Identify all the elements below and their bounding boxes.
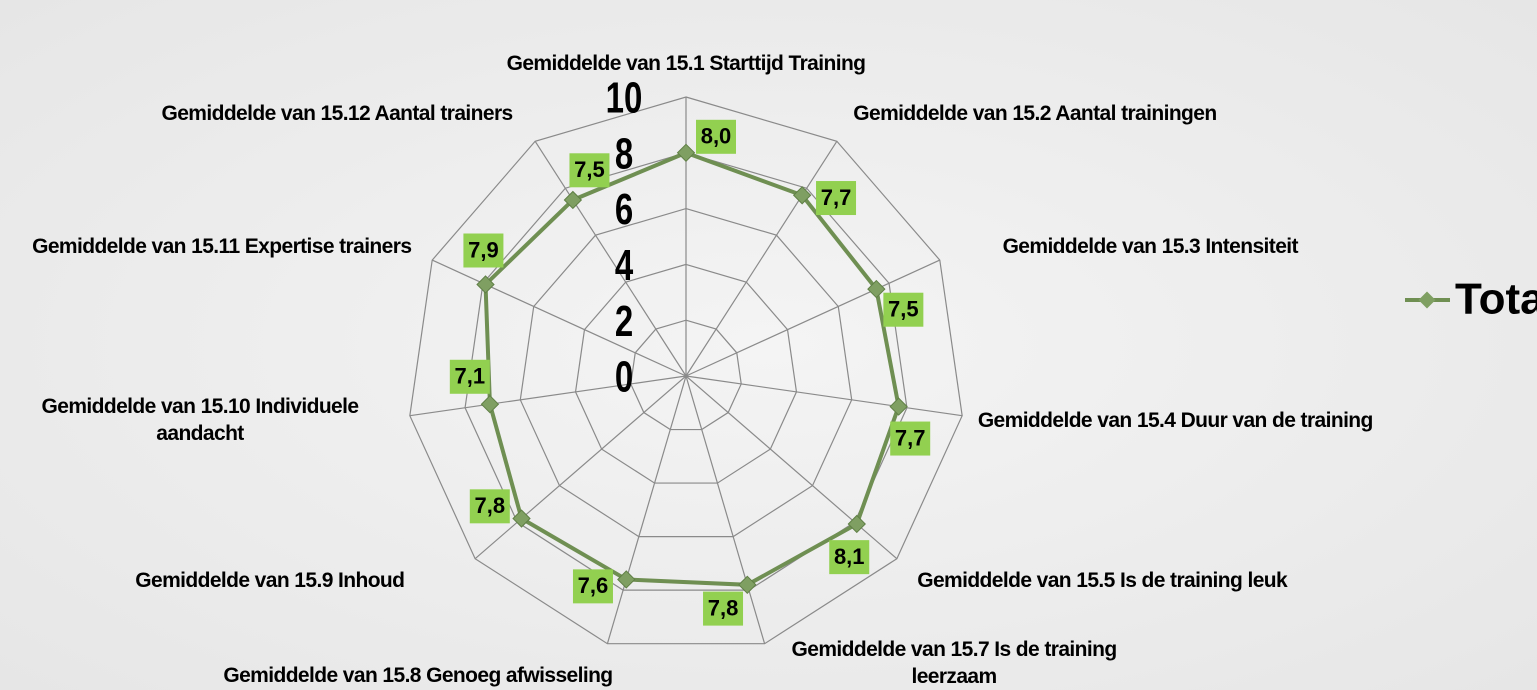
category-label: Gemiddelde van 15.2 Aantal trainingen: [853, 101, 1217, 125]
spoke: [685, 375, 963, 417]
category-label: Gemiddelde van 15.9 Inhoud: [135, 569, 405, 593]
y-tick-label: 6: [615, 186, 633, 235]
legend-label: Totaal: [1455, 275, 1537, 324]
value-label-box: [469, 489, 510, 524]
value-label: 7,7: [895, 425, 926, 450]
y-tick-label: 4: [615, 242, 634, 291]
category-label: Gemiddelde van 15.7 Is de training leerz…: [791, 638, 1118, 688]
marker: [563, 190, 583, 210]
y-tick-label: 0: [615, 353, 633, 402]
marker: [867, 279, 886, 299]
spoke: [685, 140, 838, 377]
series-line: [483, 150, 901, 587]
value-label-box: [569, 153, 610, 188]
value-label: 7,6: [578, 573, 609, 598]
legend-marker: [1418, 291, 1436, 309]
grid-line: [519, 207, 853, 538]
marker: [889, 397, 908, 416]
value-label-box: [703, 591, 744, 626]
marker: [792, 186, 812, 205]
category-label: Gemiddelde van 15.3 Intensiteit: [1002, 234, 1299, 258]
marker: [476, 275, 495, 294]
category-label: Gemiddelde van 15.4 Duur van de training: [977, 408, 1374, 432]
category-label: Gemiddelde van 15.12 Aantal trainers: [161, 101, 513, 125]
category-label: Gemiddelde van 15.10 Individuele aandach…: [41, 395, 360, 446]
value-label-box: [816, 181, 857, 216]
grid-line: [574, 263, 798, 484]
category-label: Gemiddelde van 15.8 Genoeg afwisseling: [223, 664, 613, 688]
category-label: Gemiddelde van 15.1 Starttijd Training: [506, 52, 866, 76]
marker: [512, 509, 531, 528]
category-label: Gemiddelde van 15.11 Expertise trainers: [32, 234, 412, 258]
value-label: 7,8: [708, 595, 739, 620]
marker: [480, 394, 500, 414]
value-label-box: [829, 540, 870, 575]
value-label-box: [883, 292, 924, 327]
value-label-box: [463, 233, 504, 268]
spoke: [685, 375, 766, 644]
marker: [847, 514, 866, 534]
grid-line: [630, 319, 742, 431]
value-label: 7,9: [468, 237, 499, 262]
value-label: 7,7: [821, 185, 852, 210]
value-label: 8,0: [701, 124, 732, 149]
value-label: 7,5: [888, 297, 919, 322]
value-label: 7,8: [474, 493, 505, 518]
spoke: [606, 375, 687, 644]
marker: [738, 575, 757, 594]
y-tick-label: 8: [615, 130, 633, 179]
value-label: 7,5: [574, 157, 605, 182]
y-tick-label: 10: [606, 74, 643, 123]
spoke: [474, 375, 687, 560]
value-label: 8,1: [834, 544, 865, 569]
value-label-box: [696, 119, 736, 154]
value-label-box: [572, 569, 613, 604]
spoke: [431, 259, 687, 377]
value-label-box: [449, 359, 490, 394]
value-label: 7,1: [455, 364, 486, 389]
value-label-box: [890, 421, 931, 456]
marker: [676, 143, 696, 162]
grid-line: [409, 96, 963, 645]
spoke: [685, 259, 941, 377]
marker: [617, 570, 636, 589]
spoke: [409, 375, 687, 417]
category-label: Gemiddelde van 15.5 Is de training leuk: [917, 569, 1288, 593]
spoke: [534, 140, 687, 377]
y-tick-label: 2: [615, 297, 633, 346]
